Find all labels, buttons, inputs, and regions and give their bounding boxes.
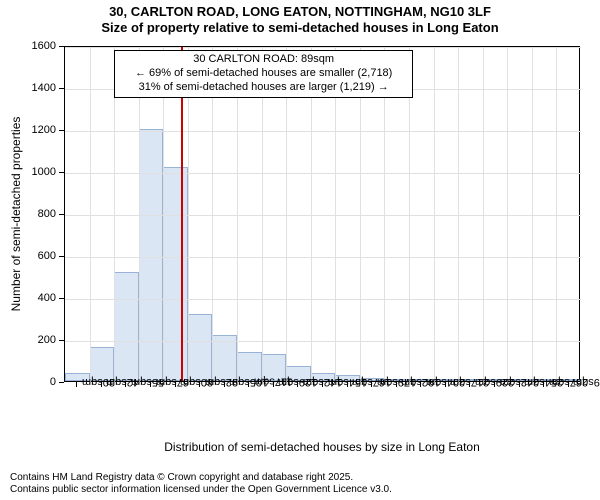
x-tick-mark — [420, 382, 421, 387]
annotation-line-0: 30 CARLTON ROAD: 89sqm — [119, 53, 408, 67]
gridline-h — [65, 131, 581, 132]
x-tick-mark — [125, 382, 126, 387]
gridline-v — [532, 47, 533, 383]
chart-root: { "title": { "line1": "30, CARLTON ROAD,… — [0, 0, 600, 500]
x-tick-mark — [248, 382, 249, 387]
plot-area: 30 CARLTON ROAD: 89sqm ← 69% of semi-det… — [64, 46, 580, 382]
y-tick-label: 600 — [38, 250, 56, 262]
y-tick-mark — [59, 214, 64, 215]
y-tick-mark — [59, 172, 64, 173]
x-tick-mark — [519, 382, 520, 387]
x-tick-mark — [445, 382, 446, 387]
y-tick-label: 400 — [38, 292, 56, 304]
y-tick-mark — [59, 46, 64, 47]
x-tick-mark — [494, 382, 495, 387]
y-tick-label: 0 — [50, 376, 56, 388]
x-tick-mark — [297, 382, 298, 387]
footer-line-1: Contains public sector information licen… — [10, 484, 600, 496]
y-tick-label: 1200 — [32, 124, 56, 136]
x-axis-label: Distribution of semi-detached houses by … — [64, 440, 580, 454]
gridline-v — [507, 47, 508, 383]
gridline-h — [65, 47, 581, 48]
x-tick-mark — [322, 382, 323, 387]
y-tick-label: 1000 — [32, 166, 56, 178]
annotation-line-2: 31% of semi-detached houses are larger (… — [119, 81, 408, 95]
annotation-box: 30 CARLTON ROAD: 89sqm ← 69% of semi-det… — [114, 50, 413, 97]
y-tick-mark — [59, 298, 64, 299]
x-tick-mark — [76, 382, 77, 387]
y-tick-mark — [59, 340, 64, 341]
gridline-v — [483, 47, 484, 383]
histogram-bar — [139, 129, 164, 381]
y-tick-mark — [59, 130, 64, 131]
x-tick-mark — [543, 382, 544, 387]
chart-title: 30, CARLTON ROAD, LONG EATON, NOTTINGHAM… — [0, 4, 600, 37]
x-tick-mark — [347, 382, 348, 387]
attribution-footer: Contains HM Land Registry data © Crown c… — [0, 472, 600, 496]
x-tick-mark — [224, 382, 225, 387]
x-tick-mark — [273, 382, 274, 387]
gridline-h — [65, 215, 581, 216]
gridline-h — [65, 299, 581, 300]
y-tick-mark — [59, 382, 64, 383]
gridline-v — [434, 47, 435, 383]
y-tick-mark — [59, 256, 64, 257]
x-tick-mark — [396, 382, 397, 387]
chart-title-line1: 30, CARLTON ROAD, LONG EATON, NOTTINGHAM… — [0, 4, 600, 20]
gridline-v — [458, 47, 459, 383]
gridline-v — [556, 47, 557, 383]
x-tick-mark — [371, 382, 372, 387]
x-tick-mark — [469, 382, 470, 387]
annotation-line-1: ← 69% of semi-detached houses are smalle… — [119, 67, 408, 81]
gridline-h — [65, 257, 581, 258]
gridline-v — [90, 47, 91, 383]
histogram-bar — [188, 314, 213, 381]
x-tick-mark — [568, 382, 569, 387]
y-tick-label: 200 — [38, 334, 56, 346]
y-tick-label: 800 — [38, 208, 56, 220]
y-axis-label: Number of semi-detached properties — [9, 117, 23, 312]
x-tick-mark — [175, 382, 176, 387]
gridline-h — [65, 341, 581, 342]
histogram-bar — [163, 167, 188, 381]
footer-line-0: Contains HM Land Registry data © Crown c… — [10, 472, 600, 484]
chart-title-line2: Size of property relative to semi-detach… — [0, 20, 600, 36]
y-tick-label: 1600 — [32, 40, 56, 52]
x-tick-mark — [150, 382, 151, 387]
y-tick-mark — [59, 88, 64, 89]
y-tick-label: 1400 — [32, 82, 56, 94]
x-tick-mark — [199, 382, 200, 387]
x-tick-mark — [101, 382, 102, 387]
histogram-bar — [114, 272, 139, 381]
gridline-h — [65, 173, 581, 174]
